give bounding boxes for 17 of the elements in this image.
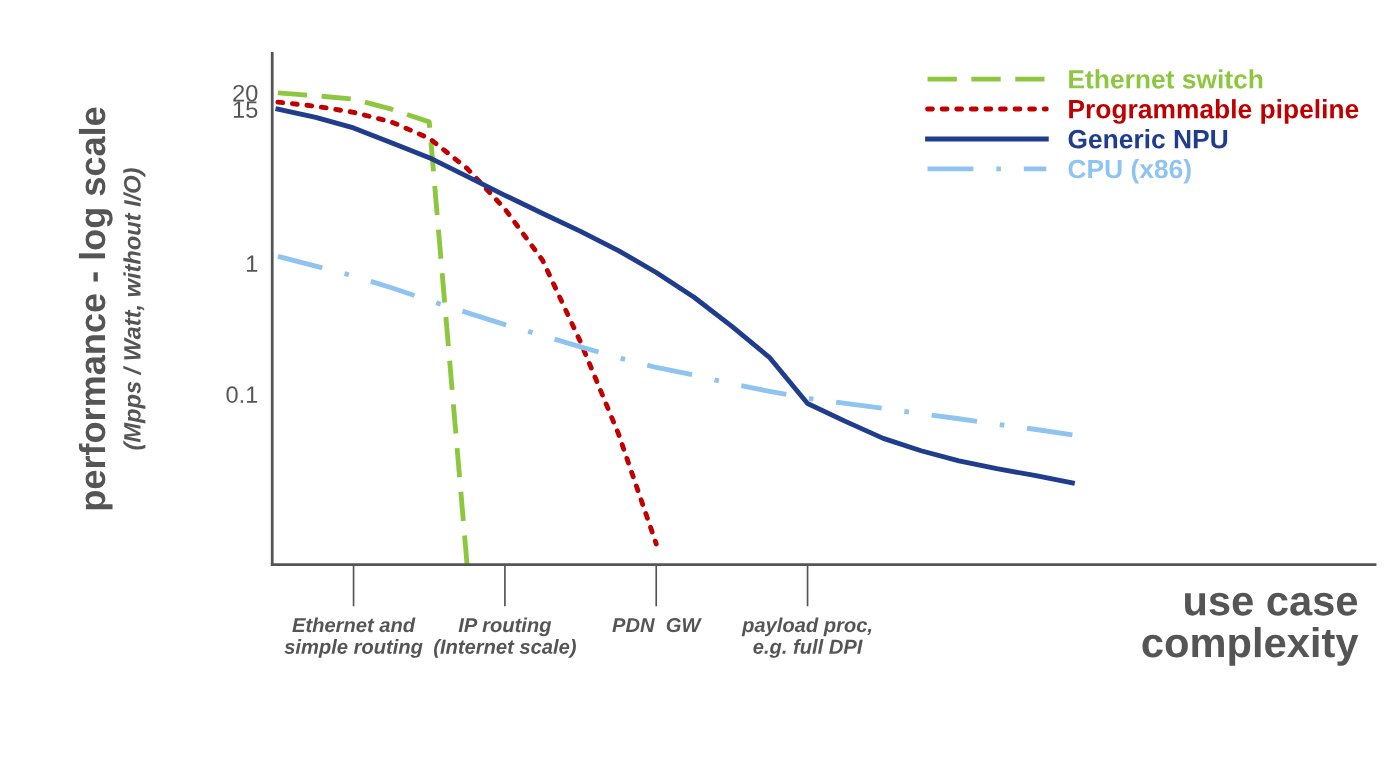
line-series: [275, 90, 470, 565]
y-axis-title: performance - log scale (Mpps / Watt, without I/O): [78, 107, 146, 510]
y-tick-label: 15: [233, 101, 258, 118]
legend-label: Ethernet switch: [1069, 69, 1263, 89]
x-axis-title: use case complexity: [1142, 592, 1359, 666]
y-tick-label: 20: [233, 84, 258, 102]
y-tick-label: 1: [247, 255, 258, 272]
x-tick-label: PDN GW: [612, 617, 702, 633]
x-tick-label: IP routing (Internet scale): [434, 617, 576, 658]
legend-label: Generic NPU: [1068, 129, 1228, 149]
x-tick-label: payload proc, e.g. full DPI: [741, 617, 872, 658]
y-tick-label: 0.1: [226, 386, 258, 403]
legend-label: CPU (x86): [1068, 158, 1191, 184]
legend-label: Programmable pipeline: [1069, 99, 1359, 124]
line-series: [275, 253, 1075, 438]
line-series: [275, 99, 659, 547]
x-tick-label: Ethernet and simple routing: [284, 617, 423, 658]
